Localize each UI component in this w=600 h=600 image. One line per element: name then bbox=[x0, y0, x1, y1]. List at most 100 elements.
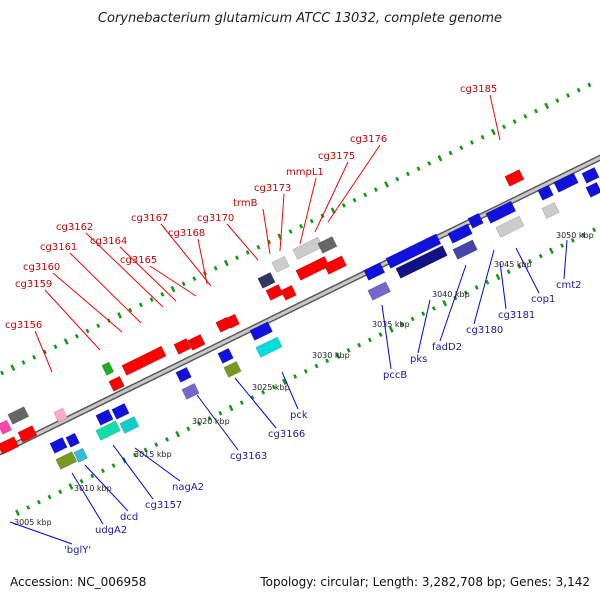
gene-label-reverse: cg3166 bbox=[268, 429, 305, 440]
tick-mark bbox=[170, 285, 176, 293]
scale-label: 3010 kbp bbox=[74, 484, 112, 493]
gene-feature bbox=[537, 184, 554, 201]
gene-label-forward: cg3164 bbox=[90, 236, 127, 247]
gene-feature bbox=[249, 321, 273, 341]
leader-line bbox=[112, 444, 154, 500]
gene-features bbox=[0, 167, 600, 470]
gene-feature bbox=[485, 200, 517, 224]
leader-line bbox=[279, 193, 285, 252]
gene-label-reverse: pks bbox=[410, 354, 427, 365]
tick-mark bbox=[548, 247, 554, 255]
scale-label: 3005 kbp bbox=[14, 518, 52, 527]
tick-mark bbox=[303, 368, 308, 374]
tick-mark bbox=[245, 250, 250, 255]
gene-feature bbox=[323, 255, 347, 275]
tick-mark bbox=[314, 363, 319, 369]
tick-mark bbox=[399, 321, 404, 327]
gene-feature bbox=[55, 451, 78, 470]
tick-mark bbox=[330, 207, 336, 214]
tick-mark bbox=[570, 238, 575, 243]
gene-label-forward: cg3161 bbox=[40, 242, 77, 253]
gene-feature bbox=[111, 403, 130, 420]
gene-feature bbox=[101, 361, 115, 376]
tick-mark bbox=[250, 395, 255, 400]
leader-line bbox=[262, 208, 271, 255]
tick-mark bbox=[143, 447, 148, 453]
tick-mark bbox=[528, 258, 533, 264]
gene-feature bbox=[495, 215, 525, 238]
tick-mark bbox=[111, 463, 116, 468]
scale-label: 3020 kbp bbox=[192, 417, 230, 426]
gene-feature bbox=[95, 409, 114, 426]
leader-line bbox=[9, 521, 73, 545]
gene-label-reverse: fadD2 bbox=[432, 342, 462, 353]
gene-label-reverse: cg3181 bbox=[498, 310, 535, 321]
tick-mark bbox=[192, 276, 197, 282]
gene-feature bbox=[121, 345, 167, 376]
tick-mark bbox=[427, 161, 432, 166]
tick-mark bbox=[309, 218, 314, 224]
tick-mark bbox=[47, 494, 52, 500]
gene-feature bbox=[467, 212, 484, 229]
tick-mark bbox=[442, 299, 448, 307]
leader-line bbox=[499, 261, 507, 310]
gene-label-forward: cg3165 bbox=[120, 255, 157, 266]
tick-mark bbox=[587, 82, 592, 88]
tick-mark bbox=[132, 452, 137, 458]
tick-mark bbox=[0, 370, 5, 376]
leader-line bbox=[226, 223, 259, 261]
gene-feature bbox=[223, 361, 242, 378]
tick-mark bbox=[463, 290, 468, 296]
leader-line bbox=[314, 161, 349, 233]
accession-label: Accession: NC_006958 bbox=[10, 575, 146, 589]
gene-feature bbox=[53, 407, 68, 423]
leader-line bbox=[489, 94, 501, 141]
tick-mark bbox=[517, 264, 522, 269]
tick-mark bbox=[213, 265, 218, 271]
leader-line bbox=[69, 252, 142, 324]
leader-line bbox=[134, 447, 181, 482]
gene-feature bbox=[367, 281, 391, 301]
tick-mark bbox=[335, 352, 341, 359]
scale-label: 3040 kbp bbox=[432, 290, 470, 299]
tick-mark bbox=[363, 192, 368, 198]
gene-feature bbox=[395, 245, 448, 279]
tick-mark bbox=[448, 150, 453, 156]
gene-feature bbox=[265, 284, 284, 301]
tick-mark bbox=[512, 119, 517, 124]
tick-mark bbox=[197, 421, 202, 427]
tick-mark bbox=[42, 349, 47, 355]
gene-label-forward: cg3175 bbox=[318, 151, 355, 162]
leader-line bbox=[196, 394, 239, 451]
leader-line bbox=[234, 377, 277, 429]
gene-feature bbox=[504, 169, 525, 187]
gene-label-forward: cg3160 bbox=[23, 262, 60, 273]
gene-label-reverse: cop1 bbox=[531, 294, 555, 305]
gene-feature bbox=[73, 447, 88, 463]
leader-line bbox=[299, 177, 317, 245]
tick-mark bbox=[117, 312, 123, 319]
gene-feature bbox=[173, 338, 192, 355]
tick-mark bbox=[299, 223, 304, 229]
gene-label-reverse: cmt2 bbox=[556, 280, 582, 291]
tick-mark bbox=[485, 279, 490, 285]
leader-line bbox=[327, 144, 381, 223]
tick-mark bbox=[160, 292, 165, 297]
gene-label-forward: cg3173 bbox=[254, 183, 291, 194]
gene-feature bbox=[447, 223, 473, 244]
gene-label-reverse: pccB bbox=[383, 370, 407, 381]
gene-feature bbox=[187, 334, 206, 351]
gene-label-forward: trmB bbox=[233, 198, 258, 209]
tick-mark bbox=[63, 338, 69, 345]
gene-label-reverse: cg3180 bbox=[466, 325, 503, 336]
gene-label-forward: cg3167 bbox=[131, 213, 168, 224]
tick-mark bbox=[288, 229, 293, 234]
tick-mark bbox=[373, 187, 378, 192]
gene-feature bbox=[581, 167, 600, 184]
tick-mark bbox=[32, 354, 37, 360]
tick-mark bbox=[523, 113, 528, 119]
tick-mark bbox=[149, 297, 154, 302]
tick-mark bbox=[228, 404, 234, 412]
tick-mark bbox=[138, 302, 143, 308]
tick-mark bbox=[21, 360, 26, 365]
